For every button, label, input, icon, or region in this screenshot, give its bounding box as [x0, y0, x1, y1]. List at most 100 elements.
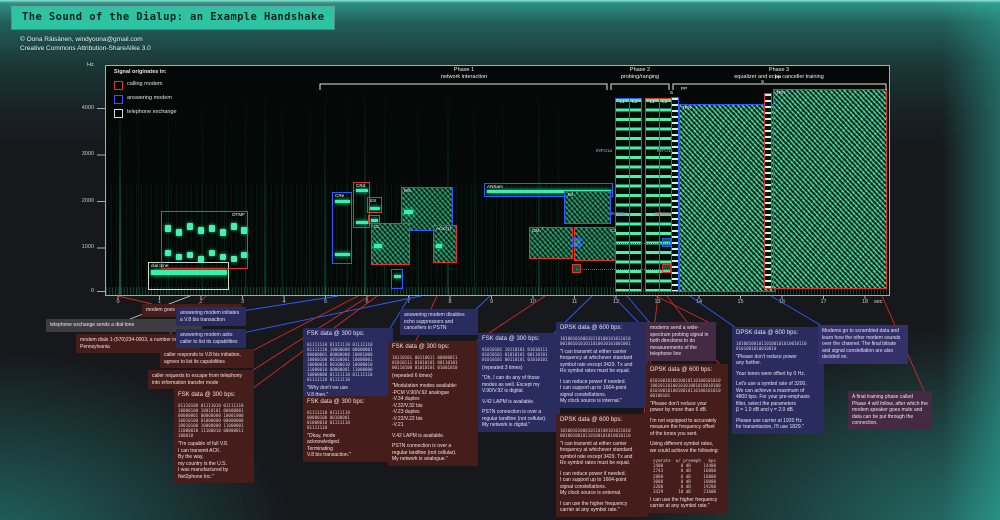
signal-ms: MS: [401, 187, 453, 231]
legend-item-calling-modem: calling modem: [114, 80, 177, 90]
noise-streak: [324, 66, 326, 295]
phase-description: equalizer and echo canceller training: [734, 73, 824, 80]
noise-streak: [202, 66, 203, 295]
dtmf-tone: [241, 252, 247, 258]
signal-label-pp-answering: PP: [681, 86, 688, 91]
y-tick: 0: [90, 288, 94, 294]
callout-text: answering modem disables echo suppressor…: [404, 312, 465, 331]
legend-title: Signal originates in:: [114, 69, 167, 75]
page-title: The Sound of the Dialup: an Example Hand…: [12, 7, 335, 29]
legend-item-telephone-exchange: telephone exchange: [114, 108, 177, 118]
x-tick: 11: [571, 299, 578, 305]
noise-streak: [245, 66, 246, 295]
dtmf-tone: [220, 229, 226, 236]
x-tick: 13: [654, 299, 661, 305]
x-tick: 18: [861, 299, 869, 305]
signal-label: CM: [532, 228, 540, 233]
x-tick: 12: [612, 299, 620, 305]
off-hook-click: [119, 66, 121, 295]
callout-text: modems send a wide-spectrum probing sign…: [650, 325, 709, 357]
tone-band: [394, 275, 401, 278]
callout-fsk-caller-capabilities: FSK data @ 300 bps: 01110100 01111010 01…: [174, 389, 254, 484]
callout-answering-disables-echo: answering modem disables echo suppressor…: [400, 309, 478, 335]
carrier-band: [436, 244, 442, 248]
callout-dials-number: modem dials 1-(570)234-0003, a number in…: [76, 334, 200, 353]
x-tick: 8: [448, 299, 452, 305]
decoded-quote: I can reduce power if needed. I can supp…: [560, 470, 627, 497]
legend-item-label: telephone exchange: [127, 109, 177, 116]
binary-data: 1010010100010110100101011010 00100101010…: [560, 335, 631, 346]
legend-item-answering-modem: answering modem: [114, 94, 177, 104]
answering-modem-swatch: [114, 94, 123, 104]
x-tick: 0: [116, 299, 120, 305]
signal-dtmf: DTMF: [161, 211, 248, 269]
decoded-quote: "Okay, mode acknowledged. Terminating V.…: [307, 432, 351, 459]
dtmf-tone: [241, 227, 247, 234]
binary-data: 01111110 01111110 00000100 00100001 0100…: [307, 409, 350, 430]
signal-label: CJ: [610, 228, 616, 233]
callout-text: A final training phase called Phase 4 wi…: [852, 394, 928, 426]
callout-answering-asks: answering modem asks caller to list its …: [176, 329, 246, 348]
decoded-quote: "I can transmit at either carrier freque…: [560, 440, 633, 467]
signal-cm: CM: [529, 227, 573, 259]
callout-fsk-caller-modes: FSK data @ 300 bps: 10110101 00110011 00…: [388, 341, 478, 466]
decoded-quote: I can use the higher frequency carrier a…: [650, 496, 718, 510]
signal-label: ES: [370, 198, 377, 203]
noise-streak: [138, 66, 139, 295]
binary-data: 01110100 01111010 01111110 10000100 1001…: [178, 402, 244, 438]
decoded-quote: Your tones were offset by 0 Hz.: [736, 370, 806, 377]
signal-cre-end: [391, 269, 403, 289]
callout-fsk-caller-ack: FSK data @ 300 bps: 01111110 01111110 00…: [303, 396, 393, 462]
noise-streak: [538, 66, 540, 295]
signal-ack: ACK(1): [433, 225, 457, 263]
decoded-quote: Let's use a symbol rate of 3200. We can …: [736, 381, 810, 414]
signal-cl: CL: [371, 223, 410, 265]
callout-text: telephone exchange sends a dial tone: [50, 322, 135, 328]
decoded-quote: I'm not equipped to accurately measure t…: [650, 417, 717, 437]
decoded-quote: "Modulation modes available: -PCM V.90/V…: [392, 383, 458, 429]
signal-es: ES: [367, 197, 382, 213]
dtmf-tone: [176, 254, 182, 260]
x-tick: 5: [323, 299, 328, 305]
x-tick: 6: [365, 299, 369, 305]
decoded-quote: V.42 LAPM is available.: [392, 432, 445, 439]
signal-label-info0a: INFO0a: [611, 211, 628, 216]
ladder-divider: [658, 99, 660, 291]
signal-label-info0c: INFO0c: [655, 211, 671, 216]
signal-l1l2-calling: L1 L2: [645, 98, 672, 292]
x-tick: 16: [778, 299, 786, 305]
callout-text: modem dials 1-(570)234-0003, a number in…: [80, 337, 177, 350]
tone-band: [356, 189, 368, 192]
binary-data: 1010010010110100101010010110 01010010100…: [736, 340, 807, 351]
ladder-labels: L1 L2: [649, 99, 668, 104]
decoded-quote: "Please don't reduce your power by more …: [650, 400, 708, 414]
x-tick: 15: [737, 299, 744, 305]
phase-3-header: Phase 3 equalizer and echo canceller tra…: [700, 67, 858, 81]
decoded-quote: "Oh, I can do any of those modes as well…: [482, 375, 540, 395]
noise-streak: [558, 66, 559, 295]
decoded-quote: PSTN connection is over a regular landli…: [392, 443, 457, 463]
y-tick: 1000: [81, 244, 94, 250]
legend-item-label: answering modem: [127, 95, 172, 102]
callout-caller-responds: caller responds to V.8 bis initiation, a…: [160, 349, 254, 368]
y-tick: 2000: [81, 198, 94, 204]
signal-crd: CRd: [353, 182, 370, 228]
decoded-quote: V.42 LAPM is available.: [482, 398, 535, 405]
data-header: DPSK data @ 600 bps:: [560, 325, 623, 331]
decoded-quote: "I can transmit at either carrier freque…: [560, 348, 633, 375]
tone-marker: [662, 264, 671, 273]
x-tick: 4: [282, 299, 286, 305]
signal-label: CRe: [335, 193, 345, 198]
noise-streak: [364, 66, 366, 295]
signal-label: CL: [374, 224, 380, 229]
ladder-divider: [628, 99, 630, 291]
y-axis-ticks: [97, 108, 105, 292]
x-tick: 10: [529, 299, 537, 305]
tone-band: [371, 219, 378, 222]
data-header: DPSK data @ 600 bps:: [736, 330, 799, 336]
ladder-labels: L1 L2: [619, 99, 638, 104]
phase-name: Phase 1: [453, 67, 475, 73]
dtmf-tone: [198, 227, 204, 234]
binary-data: 1010010100010110100101011010 00100100101…: [560, 427, 631, 438]
dtmf-tone: [231, 223, 237, 230]
